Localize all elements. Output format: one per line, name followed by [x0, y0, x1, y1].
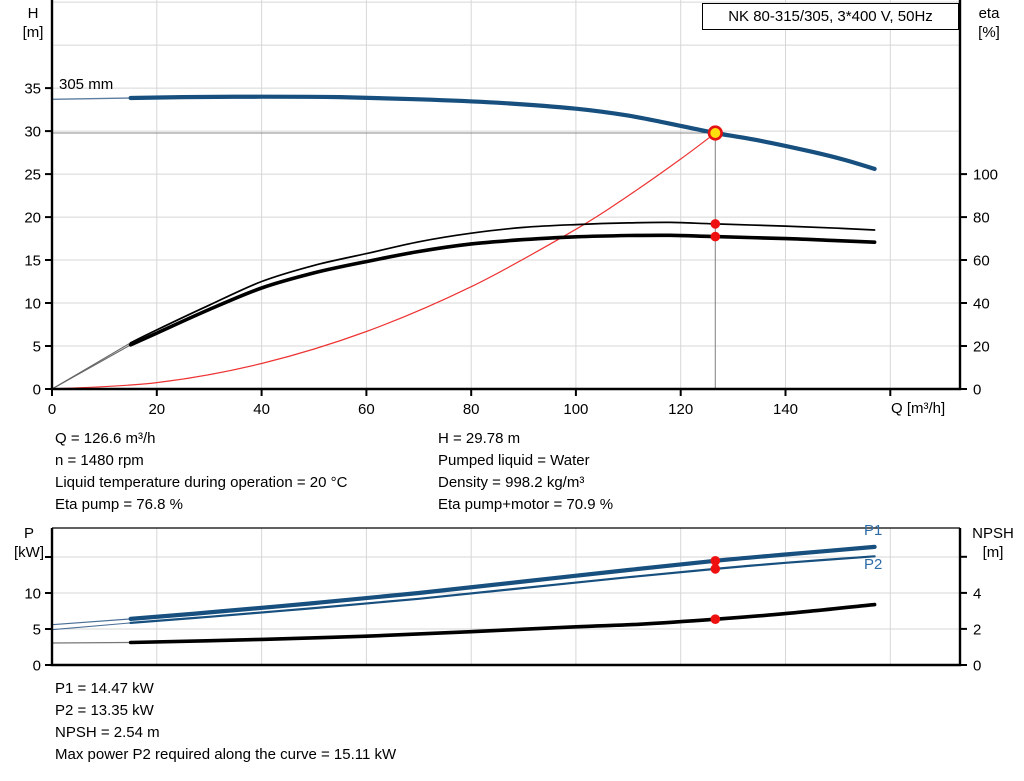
p1-curve-extension	[51, 618, 132, 626]
eta-pump-motor-dot	[710, 231, 721, 242]
flow-axis-title: Q [m³/h]	[891, 400, 946, 417]
info-line-npsh: NPSH = 2.54 m	[55, 724, 160, 741]
info-line-head: H = 29.78 m	[438, 430, 521, 447]
head-curve-extension	[51, 97, 132, 100]
x-axis-tick-label: 20	[148, 401, 165, 418]
left-axis-tick-label: 0	[33, 382, 41, 399]
head-axis-unit: [m]	[22, 24, 44, 41]
duty-info-right-column: H = 29.78 m Pumped liquid = Water Densit…	[438, 428, 613, 516]
eta-axis-letter: eta	[978, 5, 1000, 22]
x-axis-tick-label: 40	[253, 401, 270, 418]
eta-axis-title: eta [%]	[966, 4, 1012, 42]
x-axis-tick-label: 60	[358, 401, 375, 418]
p1-curve	[128, 544, 877, 621]
pump-type-label: NK 80-315/305, 3*400 V, 50Hz	[728, 8, 933, 25]
p2-dot	[710, 564, 721, 574]
eta-pump-motor-extension	[51, 344, 132, 390]
right-axis-tick-label: 0	[973, 382, 981, 399]
left-axis-tick-label: 0	[33, 658, 41, 675]
right-axis-tick-label: 60	[973, 253, 990, 270]
eta-pump-curve	[129, 221, 876, 344]
p1-dot	[710, 556, 721, 566]
left-axis-tick-label: 15	[24, 253, 41, 270]
x-axis-tick-label: 140	[773, 401, 798, 418]
npsh-axis-title: NPSH [m]	[964, 524, 1022, 562]
left-axis-tick-label: 35	[24, 81, 41, 98]
info-line-p1: P1 = 14.47 kW	[55, 680, 154, 697]
info-line-temperature: Liquid temperature during operation = 20…	[55, 474, 348, 491]
pump-type-box: NK 80-315/305, 3*400 V, 50Hz	[702, 3, 959, 30]
head-axis-letter: H	[27, 5, 39, 22]
right-axis-tick-label: 0	[973, 658, 981, 675]
duty-info-left-column: Q = 126.6 m³/h n = 1480 rpm Liquid tempe…	[55, 428, 347, 516]
power-axis-unit: [kW]	[14, 544, 44, 561]
p2-curve-label: P2	[864, 556, 883, 573]
right-axis-tick-label: 80	[973, 210, 990, 227]
info-line-max-power: Max power P2 required along the curve = …	[55, 746, 397, 763]
info-line-eta-pump-motor: Eta pump+motor = 70.9 %	[438, 496, 614, 513]
p1-curve-label: P1	[864, 522, 883, 539]
power-axis-title: P [kW]	[6, 524, 52, 562]
x-axis-tick-label: 0	[48, 401, 56, 418]
eta-axis-unit: [%]	[978, 24, 1000, 41]
info-line-density: Density = 998.2 kg/m³	[438, 474, 585, 491]
npsh-curve-extension	[51, 641, 132, 644]
info-line-p2: P2 = 13.35 kW	[55, 702, 154, 719]
info-line-q: Q = 126.6 m³/h	[55, 430, 156, 447]
eta-pump-dot	[710, 219, 721, 229]
duty-point	[707, 125, 723, 141]
right-axis-tick-label: 20	[973, 339, 990, 356]
npsh-axis-letter: NPSH	[972, 525, 1014, 542]
left-axis-tick-label: 30	[24, 124, 41, 141]
x-axis-tick-label: 80	[463, 401, 480, 418]
right-axis-tick-label: 4	[973, 585, 981, 602]
npsh-axis-unit: [m]	[982, 544, 1004, 561]
left-axis-tick-label: 5	[33, 339, 41, 356]
left-axis-tick-label: 5	[33, 622, 41, 639]
right-axis-tick-label: 100	[973, 167, 998, 184]
left-axis-tick-label: 10	[24, 296, 41, 313]
info-line-speed: n = 1480 rpm	[55, 452, 144, 469]
npsh-dot	[710, 614, 721, 624]
left-axis-tick-label: 10	[24, 586, 41, 603]
p2-curve	[129, 555, 876, 624]
x-axis-tick-label: 100	[563, 401, 588, 418]
left-axis-tick-label: 25	[24, 167, 41, 184]
head-axis-title: H [m]	[10, 4, 56, 42]
right-axis-tick-label: 2	[973, 621, 981, 638]
left-axis-tick-label: 20	[24, 210, 41, 227]
head-curve-305mm	[128, 94, 877, 171]
system-curve	[51, 132, 716, 390]
power-axis-letter: P	[23, 525, 34, 542]
p2-curve-extension	[51, 622, 132, 631]
impeller-diameter-label: 305 mm	[59, 76, 114, 93]
info-line-liquid: Pumped liquid = Water	[438, 452, 590, 469]
info-line-eta-pump: Eta pump = 76.8 %	[55, 496, 183, 513]
eta-pump-motor-curve	[128, 233, 877, 347]
power-info-block: P1 = 14.47 kW P2 = 13.35 kW NPSH = 2.54 …	[55, 678, 396, 766]
x-axis-tick-label: 120	[668, 401, 693, 418]
npsh-curve	[128, 602, 877, 645]
right-axis-tick-label: 40	[973, 296, 990, 313]
